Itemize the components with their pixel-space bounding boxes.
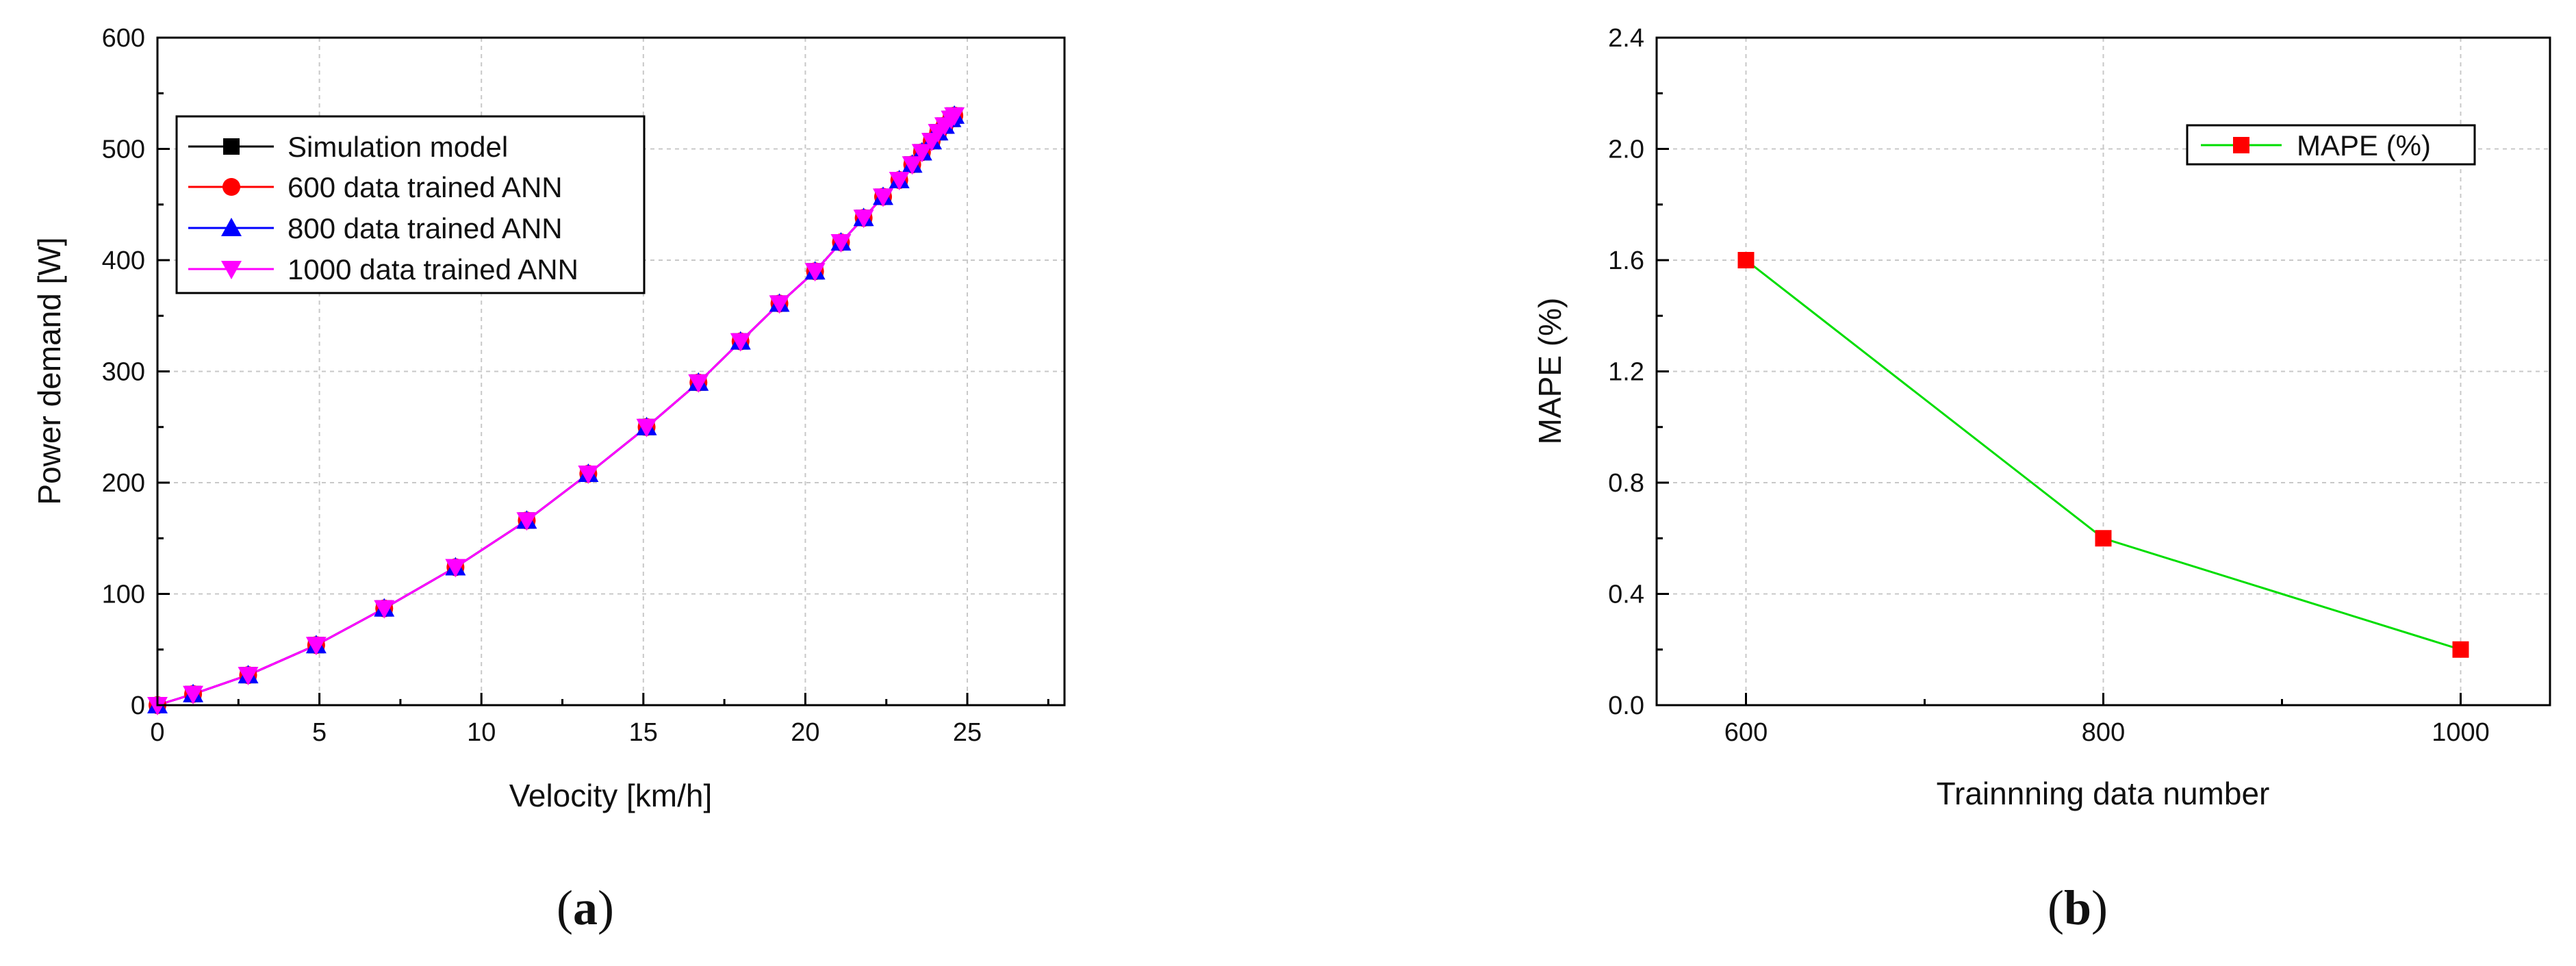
- y-tick-label-a: 500: [102, 136, 145, 164]
- y-tick-label-b: 2.4: [1608, 24, 1644, 53]
- x-tick-label-a: 5: [312, 718, 327, 747]
- x-tick-label-a: 0: [150, 718, 164, 747]
- legend-marker-1000: [221, 261, 242, 279]
- legend-label-1000: 1000 data trained ANN: [288, 253, 578, 285]
- y-tick-label-a: 600: [102, 24, 145, 53]
- panel-label-b-letter: b: [2064, 880, 2091, 935]
- legend-marker-800: [221, 218, 242, 236]
- x-tick-label-b: 600: [1724, 718, 1768, 747]
- x-tick-label-a: 20: [791, 718, 819, 747]
- y-tick-label-b: 0.0: [1608, 691, 1644, 720]
- panel-label-a: (a): [557, 880, 614, 935]
- data-point-1000-data-trained-ann-2: [238, 667, 259, 686]
- x-tick-label-a: 10: [467, 718, 496, 747]
- data-point-1000-data-trained-ann-7: [578, 466, 599, 484]
- legend-label-600: 600 data trained ANN: [288, 171, 563, 203]
- plot-frame-a: [156, 36, 1066, 707]
- panel-label-a-open: (: [557, 880, 573, 935]
- data-point-1000-data-trained-ann-18: [911, 144, 932, 163]
- x-tick-label-b: 800: [2082, 718, 2125, 747]
- legend-marker-mape: [2233, 137, 2249, 153]
- y-tick-label-b: 0.8: [1608, 469, 1644, 498]
- chart-panel-a: 0 5 10 15 20 25 0 100 200 300 400 500 600 Velocity […: [31, 24, 1066, 935]
- data-point-1000-data-trained-ann-17: [902, 156, 923, 175]
- legend-entry-600: 600 data trained ANN: [188, 171, 563, 203]
- legend-label-800: 800 data trained ANN: [288, 212, 563, 244]
- data-point-1000-data-trained-ann-11: [769, 295, 790, 314]
- data-point-1000-data-trained-ann-6: [516, 512, 537, 531]
- series-markers-b: [1737, 252, 2469, 658]
- data-point-1000-data-trained-ann-13: [830, 234, 852, 253]
- y-tick-label-a: 100: [102, 581, 145, 609]
- data-point-mape-2: [2452, 641, 2469, 658]
- y-axis-title-b: MAPE (%): [1532, 298, 1568, 445]
- y-tick-label-b: 0.4: [1608, 581, 1644, 609]
- y-tick-label-a: 300: [102, 358, 145, 387]
- data-point-mape-1: [2095, 530, 2112, 547]
- legend-entry-simulation: Simulation model: [188, 131, 508, 163]
- legend-b: MAPE (%): [2186, 124, 2476, 166]
- legend-a: Simulation model 600 data trained ANN 80…: [175, 115, 646, 294]
- data-point-1000-data-trained-ann-14: [853, 209, 874, 229]
- y-axis-title-a: Power demand [W]: [31, 237, 67, 505]
- data-point-1000-data-trained-ann-15: [873, 188, 893, 207]
- x-axis-title-a: Velocity [km/h]: [509, 778, 713, 813]
- chart-panel-b: 600 800 1000 0.0 0.4 0.8 1.2 1.6 2.0 2.4 Trainnni…: [1532, 24, 2551, 935]
- panel-label-a-letter: a: [573, 880, 598, 935]
- y-tick-label-b: 1.2: [1608, 358, 1644, 387]
- panel-label-b: (b): [2048, 880, 2108, 935]
- x-tick-label-a: 25: [953, 718, 982, 747]
- data-point-1000-data-trained-ann-3: [305, 637, 327, 656]
- panel-label-a-close: ): [598, 880, 614, 935]
- x-tick-label-b: 1000: [2432, 718, 2490, 747]
- data-point-1000-data-trained-ann-5: [445, 559, 466, 578]
- y-tick-label-a: 200: [102, 469, 145, 498]
- y-tick-label-b: 2.0: [1608, 136, 1644, 164]
- legend-marker-simulation: [223, 138, 240, 155]
- grid-b: [1657, 38, 2550, 705]
- data-point-1000-data-trained-ann-4: [374, 600, 395, 619]
- legend-label-simulation: Simulation model: [288, 131, 508, 163]
- ticks-a: 0 5 10 15 20 25 0 100 200 300 400 500 600: [102, 24, 1049, 747]
- panel-label-b-close: ): [2091, 880, 2108, 935]
- legend-entry-800: 800 data trained ANN: [188, 212, 563, 244]
- data-point-mape-0: [1737, 252, 1755, 268]
- y-tick-label-a: 400: [102, 246, 145, 275]
- y-tick-label-a: 0: [131, 691, 145, 720]
- legend-label-mape: MAPE (%): [2297, 129, 2431, 162]
- data-point-1000-data-trained-ann-8: [636, 418, 657, 437]
- x-tick-label-a: 15: [629, 718, 658, 747]
- plot-frame-b: [1655, 36, 2551, 707]
- panel-label-b-open: (: [2048, 880, 2064, 935]
- x-axis-title-b: Trainnning data number: [1937, 776, 2270, 811]
- legend-marker-600: [222, 178, 240, 196]
- data-point-1000-data-trained-ann-23: [944, 107, 965, 126]
- data-point-1000-data-trained-ann-16: [889, 172, 910, 190]
- series-markers-a: [147, 105, 965, 715]
- y-tick-label-b: 1.6: [1608, 246, 1644, 275]
- data-point-1000-data-trained-ann-1: [183, 685, 204, 704]
- data-point-1000-data-trained-ann-10: [730, 333, 751, 352]
- legend-entry-1000: 1000 data trained ANN: [188, 253, 578, 285]
- data-point-1000-data-trained-ann-9: [688, 374, 709, 393]
- data-point-1000-data-trained-ann-12: [804, 263, 826, 282]
